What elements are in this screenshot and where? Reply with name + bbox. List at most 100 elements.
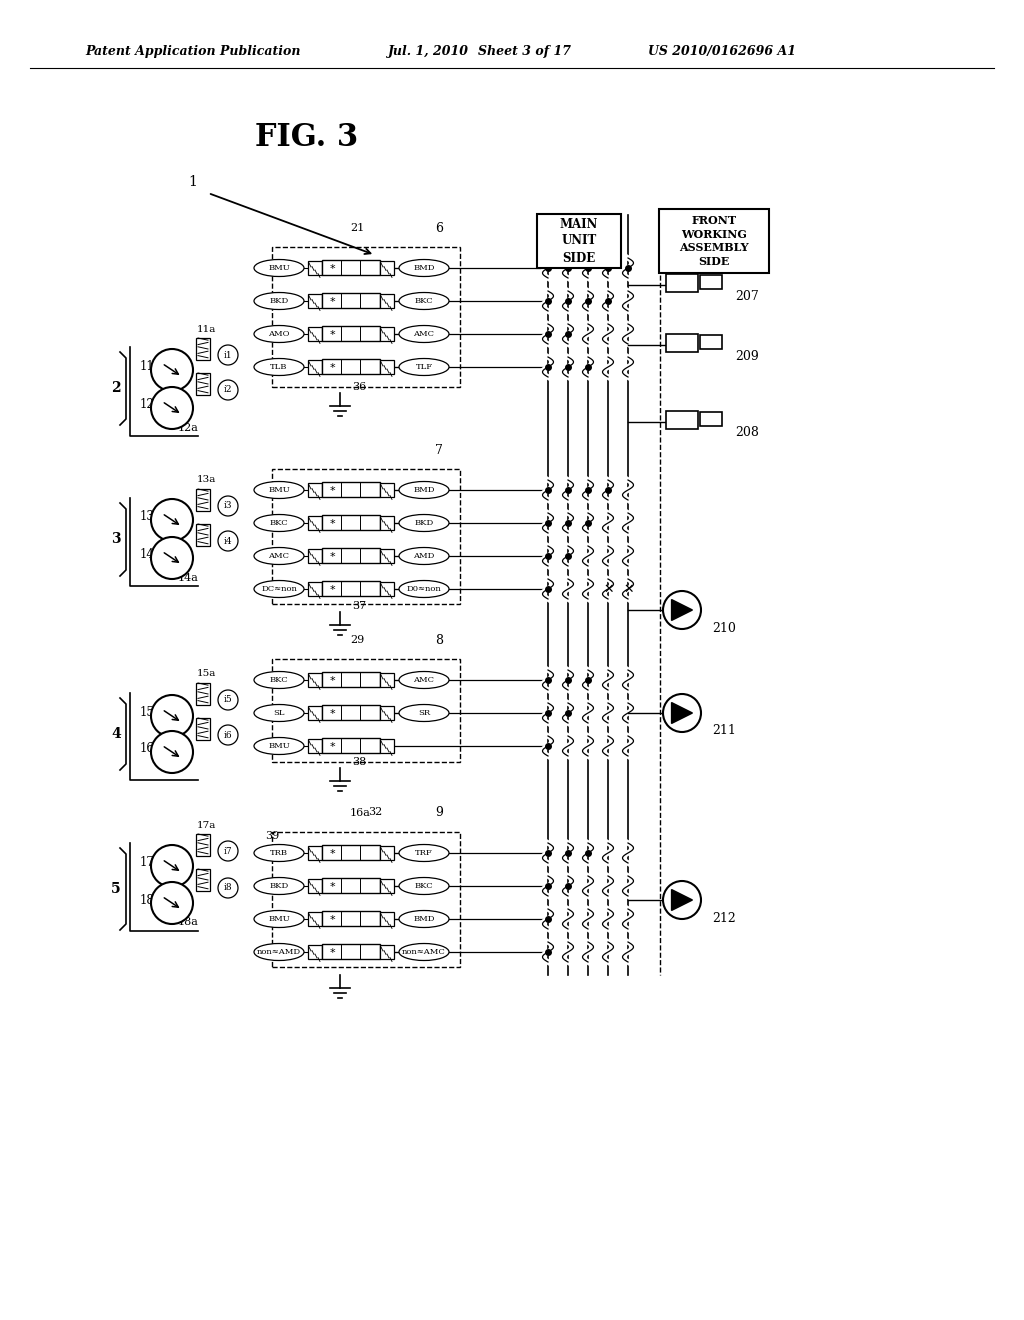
Text: 17: 17 [140,857,155,870]
Text: BMU: BMU [268,264,290,272]
Bar [322,845,380,861]
Text: 29: 29 [350,635,365,645]
Text: TLF: TLF [416,363,432,371]
Text: AMO: AMO [268,330,290,338]
Text: i3: i3 [224,502,232,511]
Bar [308,739,322,752]
Circle shape [218,345,238,366]
Text: i5: i5 [223,696,232,705]
Bar [380,360,394,374]
Text: 31: 31 [273,744,288,754]
Ellipse shape [254,944,304,961]
Bar [308,846,322,861]
Text: 15: 15 [140,706,155,719]
Text: 25: 25 [273,488,288,498]
Text: AMD: AMD [414,552,434,560]
Circle shape [218,531,238,550]
Ellipse shape [399,845,449,862]
Text: BMD: BMD [414,264,435,272]
Bar [322,482,380,498]
Circle shape [151,845,193,887]
Bar [380,516,394,531]
Text: BKC: BKC [415,297,433,305]
Bar [380,483,394,498]
Ellipse shape [254,515,304,532]
Text: 32: 32 [368,807,382,817]
Circle shape [663,880,701,919]
Ellipse shape [254,705,304,722]
Bar [322,326,380,341]
Text: *: * [329,849,335,859]
Text: 35: 35 [273,950,288,960]
Text: 13a: 13a [197,475,216,484]
Text: 209: 209 [735,350,759,363]
Text: 11: 11 [140,360,155,374]
Bar [322,738,380,752]
Circle shape [218,841,238,861]
Bar [308,912,322,927]
Text: *: * [329,709,335,719]
Bar [380,706,394,719]
Bar [308,516,322,531]
Ellipse shape [399,260,449,276]
Text: BMD: BMD [414,486,435,494]
Text: *: * [329,519,335,529]
Text: i1: i1 [223,351,232,359]
Text: 32: 32 [273,851,288,861]
Text: 37: 37 [352,601,367,611]
Bar [322,878,380,894]
Circle shape [151,882,193,924]
Text: AMC: AMC [268,552,290,560]
Text: 27: 27 [273,554,287,564]
Bar [322,359,380,374]
Bar [380,912,394,927]
Text: BKC: BKC [415,882,433,890]
Ellipse shape [399,548,449,565]
Bar [322,581,380,597]
Text: 38: 38 [352,756,367,767]
Text: 8: 8 [435,634,443,647]
Bar [700,335,722,348]
Ellipse shape [254,878,304,895]
Bar [308,327,322,341]
Text: 15a: 15a [197,669,216,678]
Ellipse shape [399,482,449,499]
Circle shape [663,591,701,630]
Bar [196,374,210,395]
Text: 12: 12 [140,399,155,412]
Text: 24: 24 [273,333,288,342]
FancyBboxPatch shape [659,209,769,273]
Ellipse shape [254,738,304,755]
Ellipse shape [254,672,304,689]
Text: BKD: BKD [269,297,289,305]
Bar [196,718,210,741]
Ellipse shape [254,482,304,499]
Text: 14a: 14a [178,573,199,583]
Text: 211: 211 [712,725,736,738]
Bar [380,549,394,564]
Text: Patent Application Publication: Patent Application Publication [85,45,300,58]
Text: D0≈non: D0≈non [407,585,441,593]
Text: AMC: AMC [414,330,434,338]
Bar [380,294,394,308]
Text: 28: 28 [273,587,288,597]
Text: MAIN
UNIT
SIDE: MAIN UNIT SIDE [560,218,598,264]
Bar [308,294,322,308]
Ellipse shape [399,581,449,598]
Bar [308,549,322,564]
Text: 23: 23 [273,300,288,309]
Bar [308,261,322,275]
Text: *: * [329,676,335,686]
Ellipse shape [399,911,449,928]
Text: Sheet 3 of 17: Sheet 3 of 17 [478,45,571,58]
Bar [322,260,380,275]
Circle shape [218,878,238,898]
Text: *: * [329,486,335,496]
Text: *: * [329,882,335,892]
Bar [380,327,394,341]
Text: ✕: ✕ [604,582,614,595]
FancyBboxPatch shape [537,214,621,268]
Circle shape [218,380,238,400]
Text: 29: 29 [273,678,288,688]
Bar [322,672,380,686]
